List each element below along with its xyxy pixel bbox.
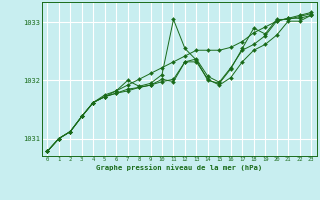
X-axis label: Graphe pression niveau de la mer (hPa): Graphe pression niveau de la mer (hPa) <box>96 164 262 171</box>
